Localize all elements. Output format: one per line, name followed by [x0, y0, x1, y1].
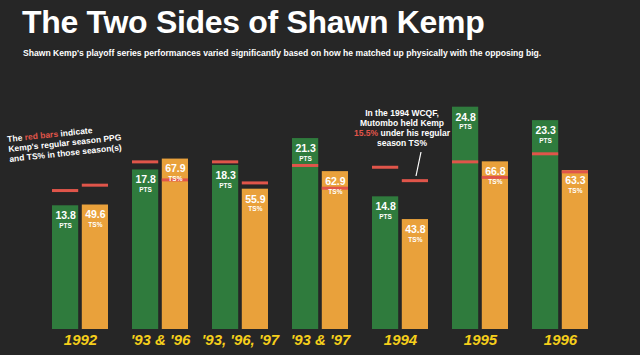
svg-text:1995: 1995	[464, 331, 498, 348]
svg-text:PTS: PTS	[299, 155, 312, 162]
html-text:15.5% under his regular season: 15.5% under his regular season TS%	[354, 128, 450, 148]
svg-text:PTS: PTS	[59, 222, 72, 229]
svg-text:TS%: TS%	[328, 188, 342, 195]
svg-text:18.3: 18.3	[215, 169, 236, 181]
svg-text:PTS: PTS	[379, 213, 392, 220]
svg-text:62.9: 62.9	[325, 175, 346, 187]
svg-text:TS%: TS%	[88, 221, 102, 228]
svg-text:1994: 1994	[384, 331, 418, 348]
svg-text:TS%: TS%	[168, 175, 182, 182]
svg-text:66.8: 66.8	[485, 165, 506, 177]
svg-text:TS%: TS%	[248, 205, 262, 212]
svg-text:49.6: 49.6	[85, 208, 106, 220]
html-text:indicate Kemp's regular season: indicate Kemp's regular season PPG and T…	[7, 125, 123, 164]
svg-text:21.3: 21.3	[295, 142, 316, 154]
svg-text:PTS: PTS	[539, 137, 552, 144]
html-text:Shawn Kemp's playoff series pe: Shawn Kemp's playoff series performances…	[23, 48, 542, 58]
svg-text:PTS: PTS	[139, 186, 152, 193]
svg-text:24.8: 24.8	[455, 111, 476, 123]
svg-text:17.8: 17.8	[135, 173, 156, 185]
svg-text:TS%: TS%	[488, 178, 502, 185]
svg-text:55.9: 55.9	[245, 193, 266, 205]
svg-text:'93 & '96: '93 & '96	[131, 331, 191, 348]
html-text:In the 1994 WCQF, Mutombo held: In the 1994 WCQF, Mutombo held Kemp	[360, 108, 444, 128]
svg-text:1996: 1996	[544, 331, 578, 348]
svg-text:67.9: 67.9	[165, 162, 186, 174]
svg-text:23.3: 23.3	[535, 124, 556, 136]
svg-text:43.8: 43.8	[405, 223, 426, 235]
svg-text:13.8: 13.8	[55, 209, 76, 221]
svg-text:TS%: TS%	[568, 187, 582, 194]
svg-text:PTS: PTS	[459, 123, 472, 130]
svg-text:PTS: PTS	[219, 182, 232, 189]
svg-text:1992: 1992	[64, 331, 98, 348]
svg-text:'93 & '97: '93 & '97	[291, 331, 351, 348]
html-text:The: The	[6, 132, 26, 144]
html-text:The Two Sides of Shawn Kemp: The Two Sides of Shawn Kemp	[22, 4, 485, 40]
svg-text:14.8: 14.8	[375, 200, 396, 212]
svg-text:TS%: TS%	[408, 236, 422, 243]
html-text:red bars: red bars	[24, 128, 59, 143]
svg-text:'93, '96, '97: '93, '96, '97	[202, 331, 280, 348]
svg-text:63.3: 63.3	[565, 174, 586, 186]
